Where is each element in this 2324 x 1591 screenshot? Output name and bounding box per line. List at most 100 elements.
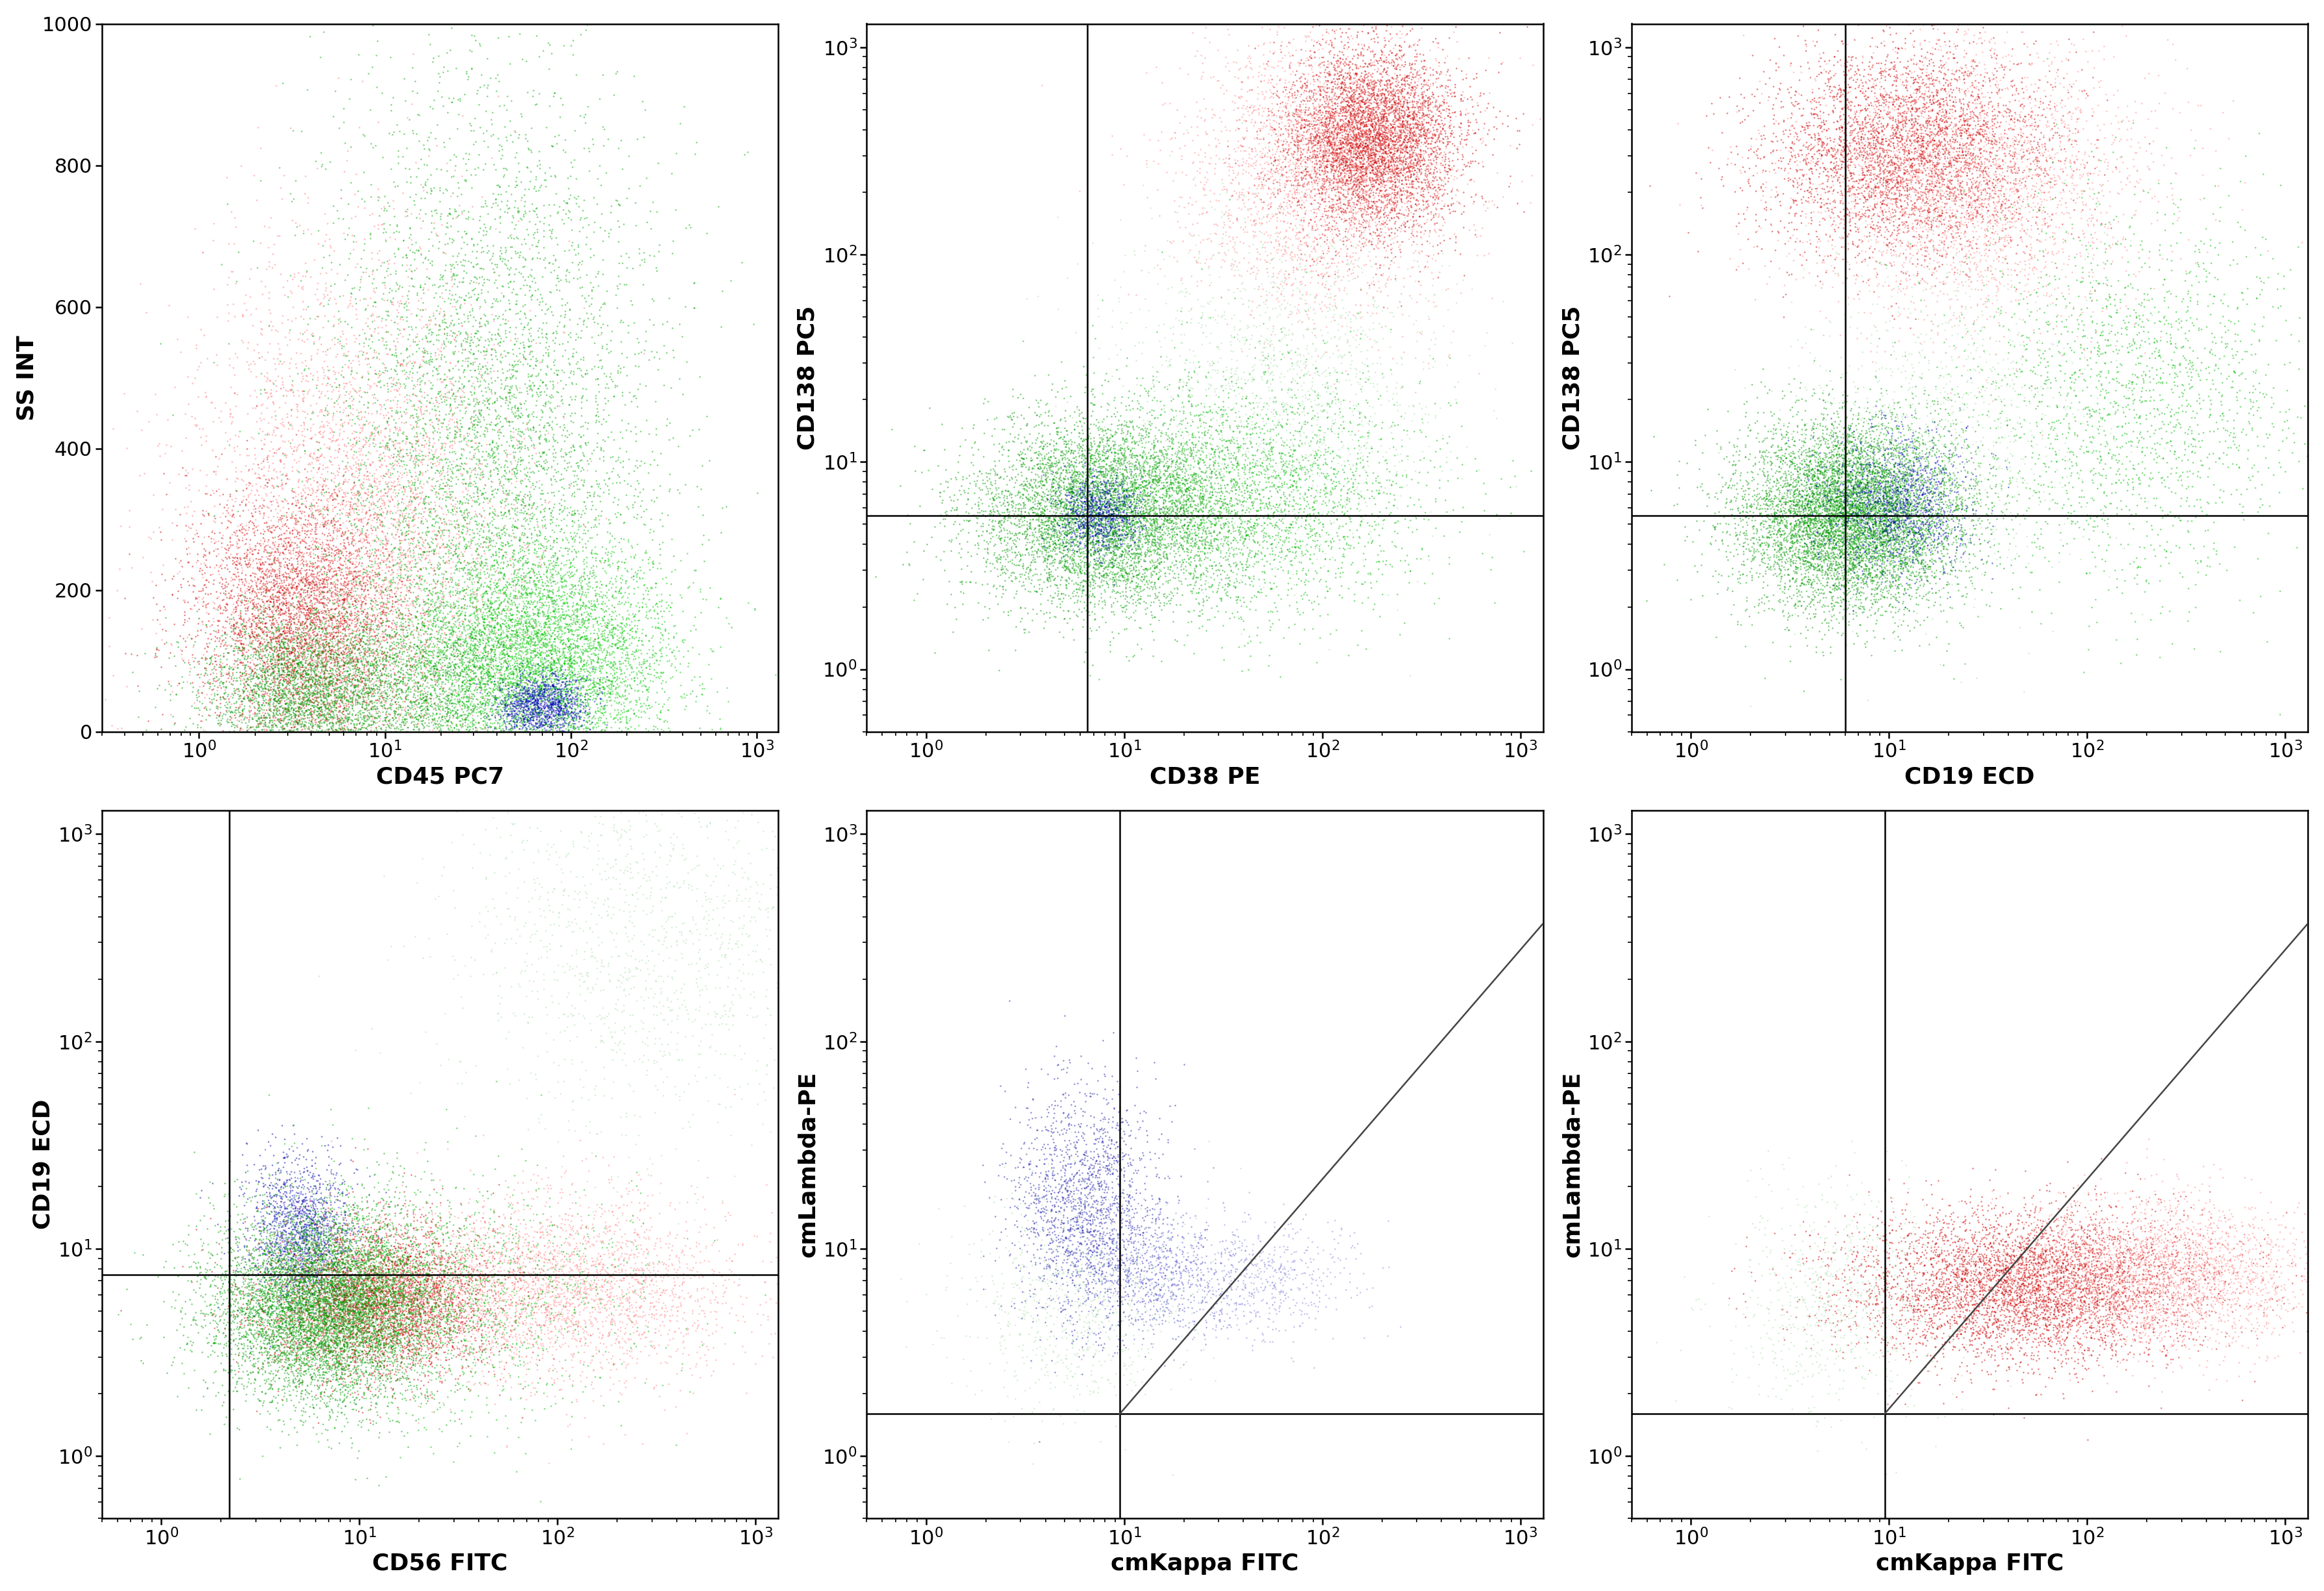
- Point: [414, 1238, 451, 1263]
- Point: [286, 673, 323, 698]
- Point: [751, 936, 788, 961]
- Point: [2010, 208, 2047, 234]
- Point: [476, 398, 514, 423]
- Point: [1792, 517, 1829, 543]
- Point: [1878, 116, 1915, 142]
- Point: [400, 582, 437, 608]
- Point: [1264, 143, 1301, 169]
- Point: [374, 291, 411, 317]
- Point: [1824, 488, 1862, 514]
- Point: [1857, 538, 1894, 563]
- Point: [1906, 554, 1943, 579]
- Point: [1943, 1244, 1980, 1270]
- Point: [311, 1286, 349, 1311]
- Point: [500, 199, 537, 224]
- Point: [1369, 108, 1406, 134]
- Point: [365, 1246, 402, 1271]
- Point: [992, 401, 1030, 426]
- Point: [428, 473, 465, 498]
- Point: [1083, 1262, 1120, 1287]
- Point: [1952, 121, 1989, 146]
- Point: [2168, 1301, 2205, 1327]
- Point: [1041, 420, 1078, 445]
- Point: [407, 546, 444, 571]
- Point: [2245, 1301, 2282, 1327]
- Point: [476, 1157, 514, 1182]
- Point: [160, 550, 198, 576]
- Point: [321, 1211, 358, 1236]
- Point: [1383, 132, 1420, 158]
- Point: [1873, 404, 1910, 430]
- Point: [1813, 523, 1850, 549]
- Point: [430, 614, 467, 640]
- Point: [370, 474, 407, 500]
- Point: [2071, 1236, 2108, 1262]
- Point: [676, 912, 713, 937]
- Point: [1057, 506, 1095, 531]
- Point: [2015, 1325, 2052, 1351]
- Point: [1794, 533, 1831, 558]
- Point: [1862, 1225, 1899, 1251]
- Point: [1943, 495, 1980, 520]
- Point: [295, 1327, 332, 1352]
- Point: [672, 951, 709, 977]
- Point: [1162, 490, 1199, 515]
- Point: [1899, 76, 1936, 102]
- Point: [351, 625, 388, 651]
- Point: [249, 721, 286, 746]
- Point: [1329, 251, 1367, 277]
- Point: [1871, 205, 1908, 231]
- Point: [453, 447, 490, 473]
- Point: [1908, 517, 1945, 543]
- Point: [2192, 1228, 2229, 1254]
- Point: [472, 668, 509, 694]
- Point: [2020, 352, 2057, 377]
- Point: [1350, 183, 1387, 208]
- Point: [1862, 525, 1899, 550]
- Point: [1104, 461, 1141, 487]
- Point: [365, 333, 402, 358]
- Point: [546, 1271, 583, 1297]
- Point: [402, 1281, 439, 1306]
- Point: [1097, 519, 1134, 544]
- Point: [567, 716, 604, 741]
- Point: [253, 614, 290, 640]
- Point: [1020, 512, 1057, 538]
- Point: [344, 1204, 381, 1230]
- Point: [1243, 406, 1281, 431]
- Point: [397, 550, 435, 576]
- Point: [1132, 1216, 1169, 1241]
- Point: [288, 468, 325, 493]
- Point: [602, 525, 639, 550]
- Point: [507, 714, 544, 740]
- Point: [1325, 40, 1362, 65]
- Point: [1866, 199, 1903, 224]
- Point: [1973, 146, 2010, 172]
- Point: [611, 689, 648, 714]
- Point: [246, 636, 284, 662]
- Point: [1971, 474, 2008, 500]
- Point: [381, 681, 418, 706]
- Point: [720, 905, 758, 931]
- Point: [495, 764, 532, 789]
- Point: [330, 1255, 367, 1281]
- Point: [1083, 530, 1120, 555]
- Point: [1387, 92, 1425, 118]
- Point: [469, 390, 507, 415]
- Point: [1952, 169, 1989, 194]
- Point: [551, 1266, 588, 1292]
- Point: [295, 1181, 332, 1206]
- Point: [1157, 488, 1195, 514]
- Point: [404, 1266, 442, 1292]
- Point: [281, 1313, 318, 1338]
- Point: [1827, 391, 1864, 417]
- Point: [465, 802, 502, 827]
- Point: [1090, 444, 1127, 469]
- Point: [474, 520, 511, 546]
- Point: [304, 663, 342, 689]
- Point: [1260, 146, 1297, 172]
- Point: [1190, 445, 1227, 471]
- Point: [1829, 132, 1866, 158]
- Point: [1183, 305, 1220, 331]
- Point: [1741, 1381, 1778, 1406]
